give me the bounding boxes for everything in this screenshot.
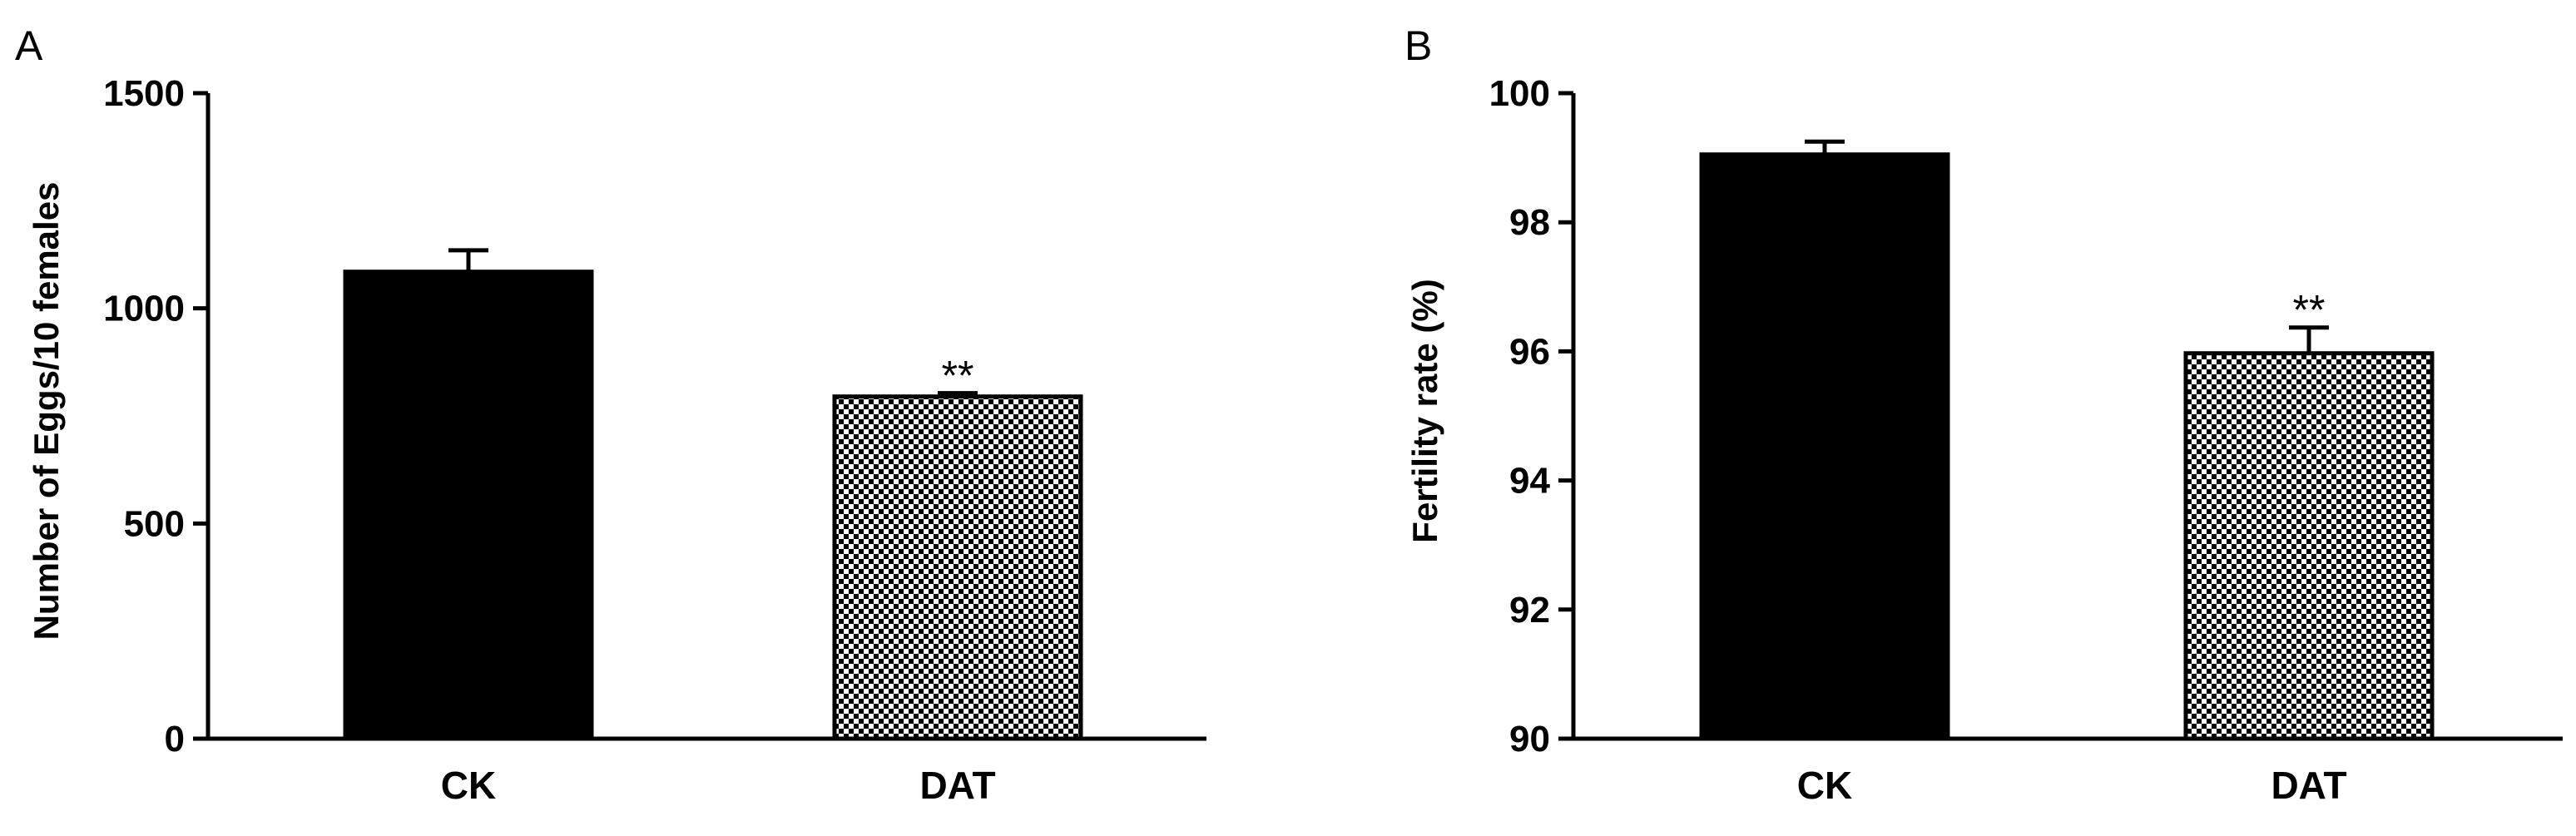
panel-a-xtick-label-ck: CK: [441, 764, 496, 807]
panel-b-ytick-label: 98: [1509, 202, 1550, 243]
panel-a-plot: CK ** DAT 0 500 1000 1500: [103, 73, 1206, 807]
panel-a-ylabel: Number of Eggs/10 females: [27, 182, 66, 641]
panel-a-yaxis-label-wrap: Number of Eggs/10 females: [27, 182, 66, 641]
panel-a-letter: A: [15, 22, 43, 69]
panel-a-significance-dat: **: [942, 353, 974, 399]
panel-b-ytick-label: 96: [1509, 331, 1550, 372]
panel-b-bar-dat: [2183, 351, 2435, 741]
panel-a-ytick-label: 0: [165, 719, 185, 759]
panel-a-ytick-label: 1000: [103, 289, 185, 329]
panel-a-ytick-label: 500: [124, 503, 185, 544]
panel-a-ytick-label: 1500: [103, 73, 185, 114]
panel-a: A Number of Eggs/10 females CK ** DAT 0 500 1…: [15, 22, 1206, 807]
panel-b-bar-ck: [1699, 152, 1950, 741]
panel-a-xtick-label-dat: DAT: [919, 764, 995, 807]
panel-b-ytick-label: 92: [1509, 590, 1550, 631]
panel-a-bar-dat: [832, 394, 1083, 741]
panel-b-ylabel: Fertility rate (%): [1405, 279, 1444, 542]
panel-b-xtick-label-dat: DAT: [2271, 764, 2346, 807]
panel-b-significance-dat: **: [2293, 287, 2326, 334]
panel-b-letter: B: [1404, 22, 1432, 69]
panel-b-plot: CK ** DAT 90 92 94 96 98 100: [1489, 73, 2563, 807]
panel-a-bar-ck: [343, 270, 594, 741]
panel-b-xtick-label-ck: CK: [1797, 764, 1852, 807]
panel-b-yaxis-label-wrap: Fertility rate (%): [1405, 279, 1444, 542]
panel-b-ytick-label: 100: [1489, 73, 1550, 114]
panel-b: B Fertility rate (%) CK ** DAT 90 92 94 96 98 10…: [1404, 22, 2563, 807]
panel-b-ytick-label: 90: [1509, 719, 1550, 759]
panel-b-ytick-label: 94: [1509, 461, 1550, 502]
